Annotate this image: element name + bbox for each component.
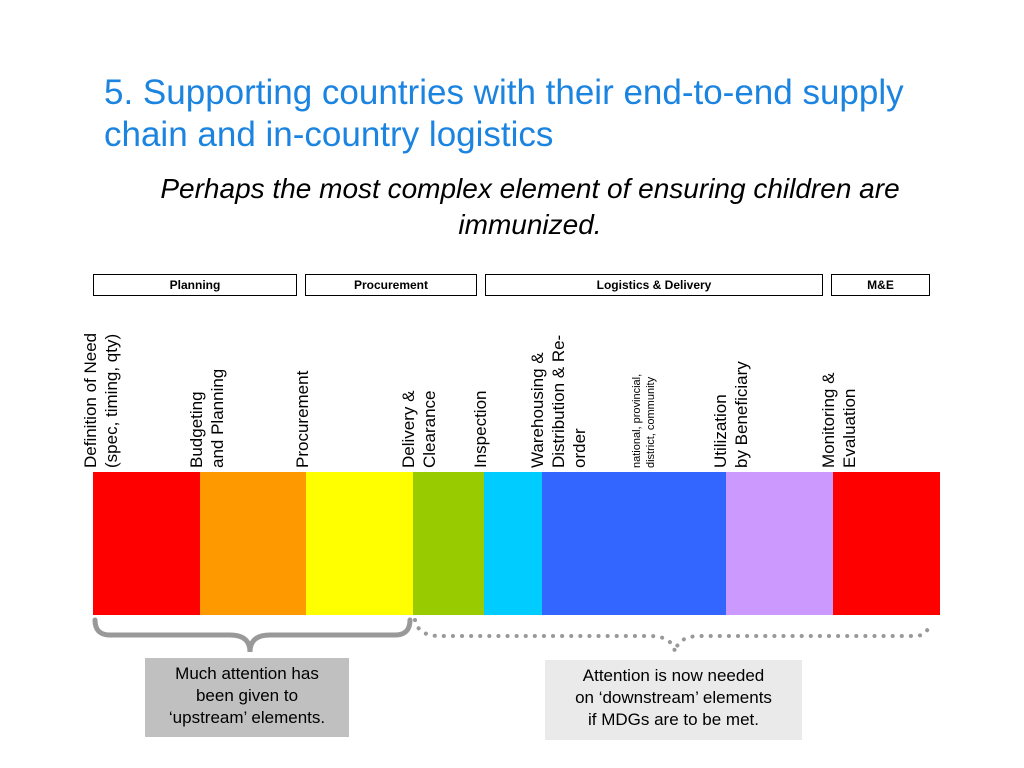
- band-delivery-clearance: [413, 472, 484, 615]
- slide-subtitle: Perhaps the most complex element of ensu…: [160, 173, 900, 240]
- band-procurement: [306, 472, 413, 615]
- phase-procurement: Procurement: [305, 274, 477, 296]
- band-utilization: [726, 472, 833, 615]
- phase-m-and-e: M&E: [831, 274, 930, 296]
- band-warehousing-distribution: [542, 472, 726, 615]
- slide-title: 5. Supporting countries with their end-t…: [104, 73, 904, 154]
- upstream-callout: Much attention has been given to ‘upstre…: [145, 658, 349, 737]
- band-inspection: [484, 472, 542, 615]
- supply-chain-color-bar: [93, 472, 940, 615]
- band-definition-of-need: [93, 472, 200, 615]
- upstream-brace: [92, 617, 413, 653]
- band-monitoring-evaluation: [833, 472, 940, 615]
- phase-planning: Planning: [93, 274, 297, 296]
- downstream-dotted-brace: [413, 618, 932, 653]
- downstream-callout: Attention is now needed on ‘downstream’ …: [545, 660, 802, 740]
- band-budgeting-planning: [200, 472, 306, 615]
- phase-logistics-delivery: Logistics & Delivery: [485, 274, 823, 296]
